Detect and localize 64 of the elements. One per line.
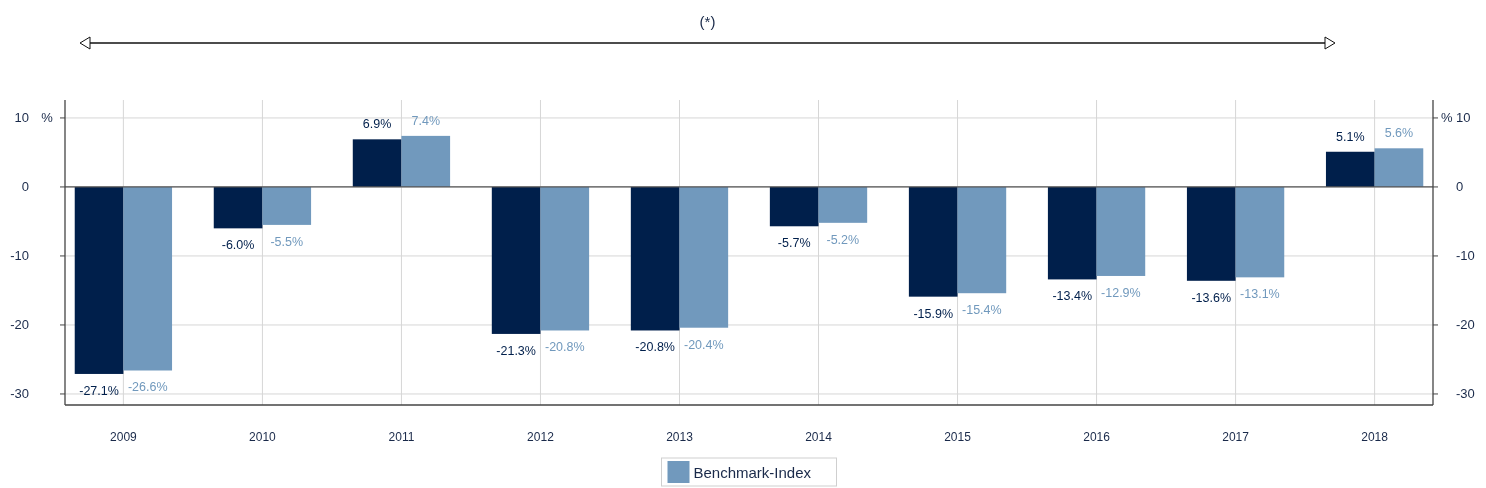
data-label: -13.4%: [1052, 289, 1093, 304]
y2-tick-label: -20: [1456, 317, 1475, 333]
y-tick-label: 0: [21, 179, 29, 195]
data-label: -5.7%: [777, 236, 811, 251]
y2-axis-title: %: [1441, 110, 1453, 126]
y2-tick-label: 0: [1456, 179, 1464, 195]
data-label: -15.9%: [913, 306, 954, 321]
x-tick-label: 2013: [666, 430, 694, 444]
data-label: -13.6%: [1191, 290, 1232, 305]
y-tick-label: -20: [10, 317, 29, 333]
bar: [1235, 186, 1285, 278]
bar: [1186, 186, 1236, 281]
data-label: -27.1%: [79, 383, 119, 398]
x-tick-label: 2011: [388, 430, 415, 444]
data-label: -26.6%: [127, 380, 168, 395]
bar: [540, 186, 590, 331]
x-tick-label: 2010: [249, 430, 277, 444]
y-tick-label: -30: [10, 386, 29, 402]
text: (*): [699, 13, 716, 30]
y2-tick-label: -30: [1456, 386, 1475, 402]
bar: [957, 186, 1007, 294]
x-tick-label: 2015: [944, 430, 972, 444]
data-label: 5.1%: [1336, 129, 1365, 144]
bar: [352, 139, 402, 187]
data-label: -20.4%: [684, 337, 724, 352]
legend-label: Benchmark-Index: [693, 463, 812, 481]
data-label: -20.8%: [635, 340, 675, 355]
x-tick-label: 2009: [110, 430, 138, 444]
data-label: -5.2%: [826, 232, 860, 247]
data-label: -20.8%: [544, 340, 585, 355]
data-label: -13.1%: [1240, 287, 1280, 302]
bar: [818, 186, 868, 223]
y-tick-label: 10: [14, 110, 29, 126]
y2-tick-label: -10: [1456, 248, 1475, 264]
data-label: 7.4%: [411, 113, 441, 128]
y-tick-label: -10: [10, 248, 29, 264]
bar: [491, 186, 541, 334]
data-label: -15.4%: [962, 303, 1002, 318]
bar: [74, 186, 124, 374]
bar: [908, 186, 958, 297]
bar: [1047, 186, 1097, 280]
x-tick-label: 2014: [805, 430, 833, 444]
bar: [401, 135, 451, 187]
bar: [1374, 148, 1424, 187]
bar: [1096, 186, 1146, 276]
data-label: -5.5%: [270, 234, 304, 249]
bar: [1325, 151, 1375, 187]
data-label: -12.9%: [1101, 285, 1141, 300]
bar: [630, 186, 680, 331]
data-label: 6.9%: [362, 117, 392, 132]
y2-tick-label: 10: [1456, 110, 1471, 126]
data-label: -6.0%: [221, 238, 255, 253]
x-tick-label: 2016: [1083, 430, 1111, 444]
bar: [262, 186, 312, 225]
data-label: -21.3%: [496, 343, 536, 358]
x-tick-label: 2018: [1361, 430, 1389, 444]
x-tick-label: 2012: [527, 430, 555, 444]
bar: [769, 186, 819, 227]
bar: [679, 186, 729, 328]
bar: [213, 186, 263, 229]
x-tick-label: 2017: [1222, 430, 1250, 444]
y-axis-title: %: [41, 110, 54, 126]
bar: [123, 186, 173, 371]
data-label: 5.6%: [1384, 126, 1414, 141]
